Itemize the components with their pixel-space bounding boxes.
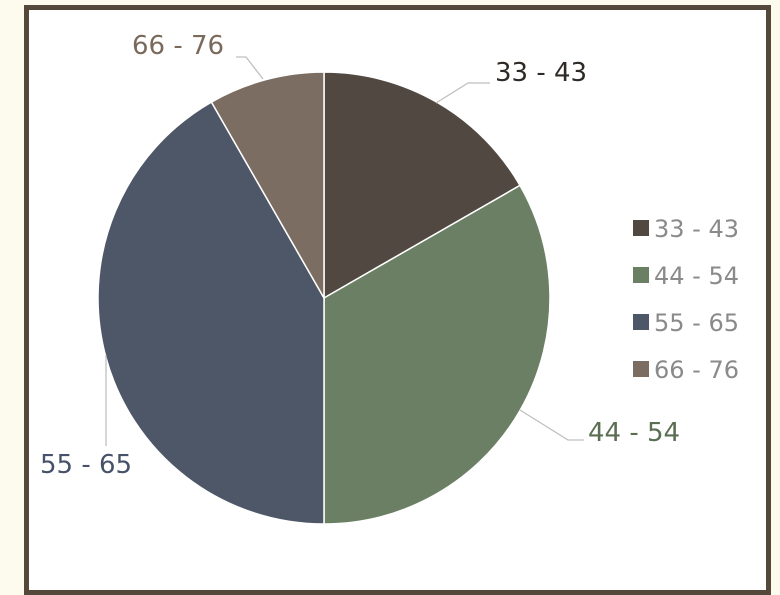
legend-label-4: 66 - 76 — [654, 356, 739, 384]
data-label-4: 66 - 76 — [132, 31, 224, 61]
data-label-1: 33 - 43 — [495, 58, 587, 88]
legend-swatch-3 — [633, 314, 649, 330]
legend-swatch-2 — [633, 267, 649, 283]
leader-lines — [105, 56, 584, 446]
leader-line-1 — [435, 82, 490, 104]
legend: 33 - 43 44 - 54 55 - 65 66 - 76 — [633, 215, 739, 384]
leader-line-2 — [519, 409, 584, 441]
pie-slices — [97, 71, 551, 525]
legend-label-3: 55 - 65 — [654, 309, 739, 337]
pie-slice-2 — [323, 184, 551, 525]
pie-slice-4 — [210, 71, 325, 301]
data-label-2: 44 - 54 — [588, 418, 680, 448]
legend-label-2: 44 - 54 — [654, 262, 739, 290]
legend-swatch-4 — [633, 361, 649, 377]
legend-swatch-1 — [633, 220, 649, 236]
leader-line-4 — [236, 56, 264, 80]
data-labels: 33 - 43 44 - 54 55 - 65 66 - 76 — [40, 31, 680, 480]
legend-label-1: 33 - 43 — [654, 215, 739, 243]
data-label-3: 55 - 65 — [40, 450, 132, 480]
